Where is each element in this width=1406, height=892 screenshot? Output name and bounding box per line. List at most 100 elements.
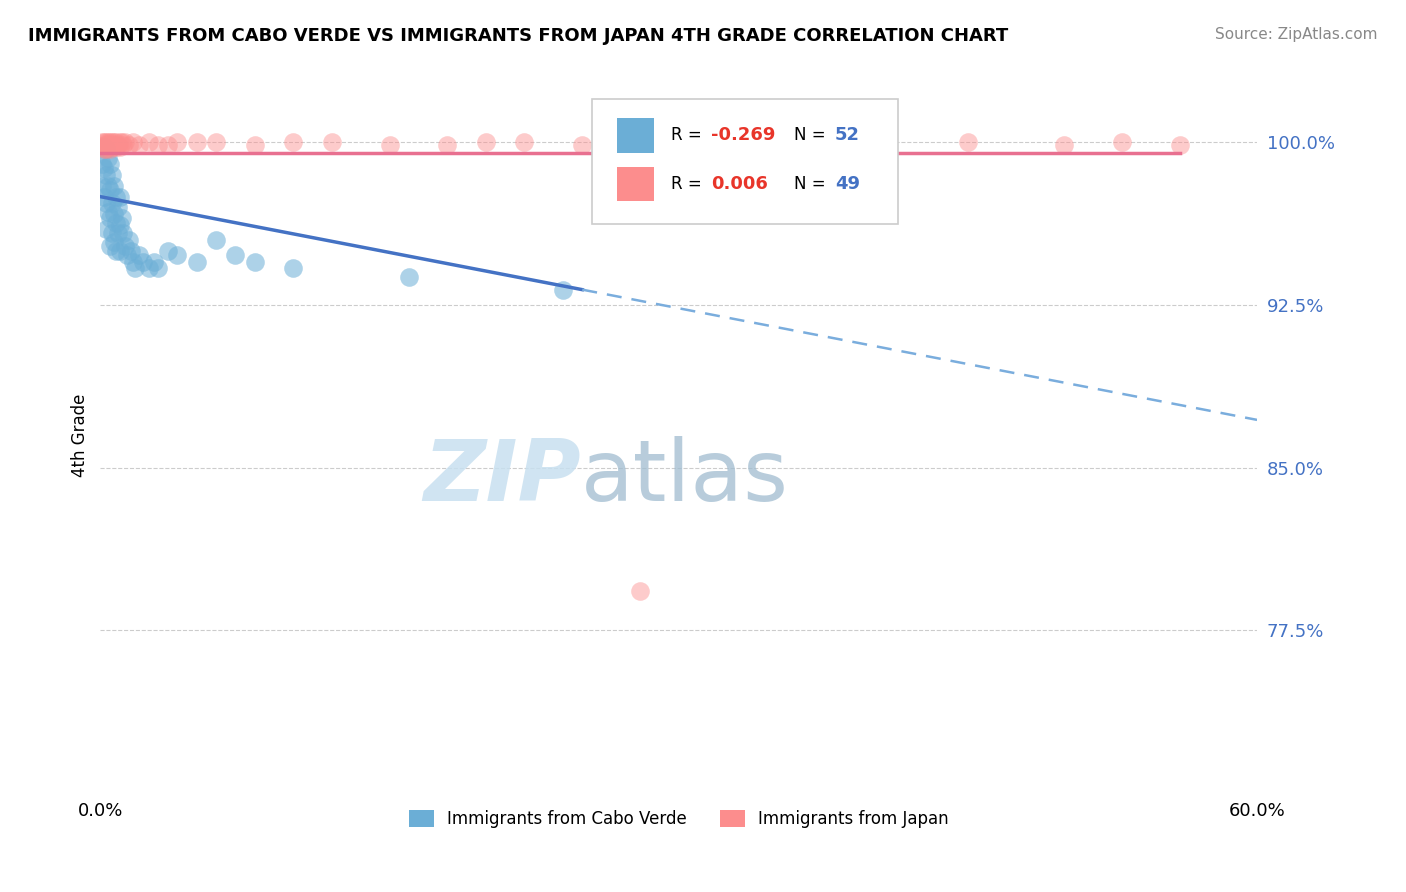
Point	[97, 151, 120, 165]
Point	[571, 137, 593, 152]
Point	[94, 136, 117, 150]
Point	[98, 157, 121, 171]
Point	[107, 227, 129, 241]
Point	[156, 244, 179, 258]
Point	[103, 136, 125, 150]
Point	[143, 254, 166, 268]
Point	[98, 137, 121, 152]
Point	[132, 254, 155, 268]
Point	[94, 142, 117, 156]
Point	[475, 136, 498, 150]
Text: ZIP: ZIP	[423, 436, 581, 519]
Point	[166, 136, 188, 150]
Point	[551, 283, 574, 297]
Text: 0.006: 0.006	[711, 175, 768, 193]
Point	[101, 196, 124, 211]
Point	[117, 248, 139, 262]
Point	[103, 178, 125, 193]
Point	[398, 269, 420, 284]
Point	[101, 136, 124, 150]
Point	[108, 189, 131, 203]
Point	[112, 227, 135, 241]
Point	[138, 261, 160, 276]
Point	[108, 244, 131, 258]
Point	[281, 136, 304, 150]
Point	[124, 261, 146, 276]
Point	[91, 136, 114, 150]
Point	[513, 136, 536, 150]
FancyBboxPatch shape	[592, 99, 898, 224]
Point	[186, 254, 208, 268]
Point	[103, 137, 125, 152]
Point	[101, 168, 124, 182]
Point	[97, 140, 120, 154]
Point	[104, 216, 127, 230]
Point	[103, 207, 125, 221]
Point	[107, 137, 129, 152]
Point	[1053, 137, 1076, 152]
Point	[860, 137, 883, 152]
Point	[148, 261, 170, 276]
Point	[243, 254, 266, 268]
Point	[94, 196, 117, 211]
Text: R =: R =	[671, 127, 707, 145]
Point	[128, 137, 150, 152]
Text: N =: N =	[794, 175, 831, 193]
Point	[108, 218, 131, 232]
Point	[91, 140, 114, 154]
Point	[281, 261, 304, 276]
Point	[148, 137, 170, 152]
Point	[156, 137, 179, 152]
Point	[205, 233, 228, 247]
Text: IMMIGRANTS FROM CABO VERDE VS IMMIGRANTS FROM JAPAN 4TH GRADE CORRELATION CHART: IMMIGRANTS FROM CABO VERDE VS IMMIGRANTS…	[28, 27, 1008, 45]
Text: -0.269: -0.269	[711, 127, 776, 145]
Point	[98, 142, 121, 156]
Point	[93, 140, 115, 154]
Point	[110, 211, 132, 226]
Point	[93, 189, 115, 203]
Point	[628, 584, 651, 599]
Point	[166, 248, 188, 262]
Point	[763, 136, 786, 150]
Point	[97, 178, 120, 193]
Point	[118, 137, 141, 152]
Point	[104, 189, 127, 203]
Point	[205, 136, 228, 150]
Point	[91, 157, 114, 171]
Point	[93, 161, 115, 176]
Point	[108, 136, 131, 150]
Point	[94, 168, 117, 182]
Point	[243, 137, 266, 152]
Point	[93, 136, 115, 150]
Point	[103, 235, 125, 249]
Point	[1168, 137, 1191, 152]
Point	[956, 136, 979, 150]
Point	[94, 137, 117, 152]
Point	[94, 222, 117, 236]
Text: atlas: atlas	[581, 436, 789, 519]
Text: 52: 52	[835, 127, 860, 145]
Point	[98, 136, 121, 150]
Point	[98, 239, 121, 253]
Point	[91, 178, 114, 193]
Point	[104, 140, 127, 154]
Point	[112, 137, 135, 152]
Point	[122, 136, 145, 150]
Point	[120, 244, 142, 258]
Point	[628, 137, 651, 152]
Legend: Immigrants from Cabo Verde, Immigrants from Japan: Immigrants from Cabo Verde, Immigrants f…	[402, 803, 956, 834]
Text: 49: 49	[835, 175, 860, 193]
Point	[128, 248, 150, 262]
Point	[94, 142, 117, 156]
Point	[1111, 136, 1133, 150]
Text: Source: ZipAtlas.com: Source: ZipAtlas.com	[1215, 27, 1378, 42]
Point	[107, 201, 129, 215]
Point	[378, 137, 401, 152]
Point	[436, 137, 458, 152]
Bar	[617, 119, 654, 153]
Point	[93, 142, 115, 156]
Text: N =: N =	[794, 127, 831, 145]
Point	[108, 140, 131, 154]
Point	[98, 211, 121, 226]
Point	[138, 136, 160, 150]
